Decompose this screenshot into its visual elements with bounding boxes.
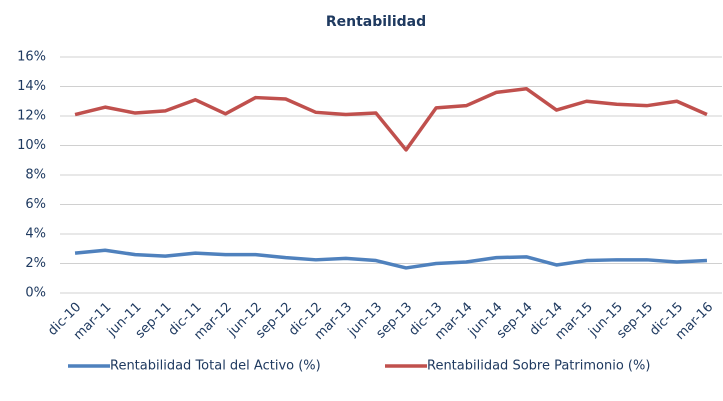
series-line	[74, 248, 708, 270]
y-tick-label: 10%	[17, 138, 46, 153]
y-tick-label: 16%	[17, 50, 46, 65]
y-tick-label: 8%	[25, 168, 46, 183]
y-tick-label: 12%	[17, 109, 46, 124]
legend-label: Rentabilidad Sobre Patrimonio (%)	[427, 359, 650, 374]
y-tick-label: 0%	[25, 286, 46, 301]
y-tick-label: 2%	[25, 256, 46, 271]
y-tick-label: 6%	[25, 197, 46, 212]
y-tick-label: 14%	[17, 79, 46, 94]
legend-label: Rentabilidad Total del Activo (%)	[110, 359, 321, 374]
series-line	[74, 86, 708, 152]
y-tick-label: 4%	[25, 227, 46, 242]
chart-title: Rentabilidad	[326, 14, 426, 30]
